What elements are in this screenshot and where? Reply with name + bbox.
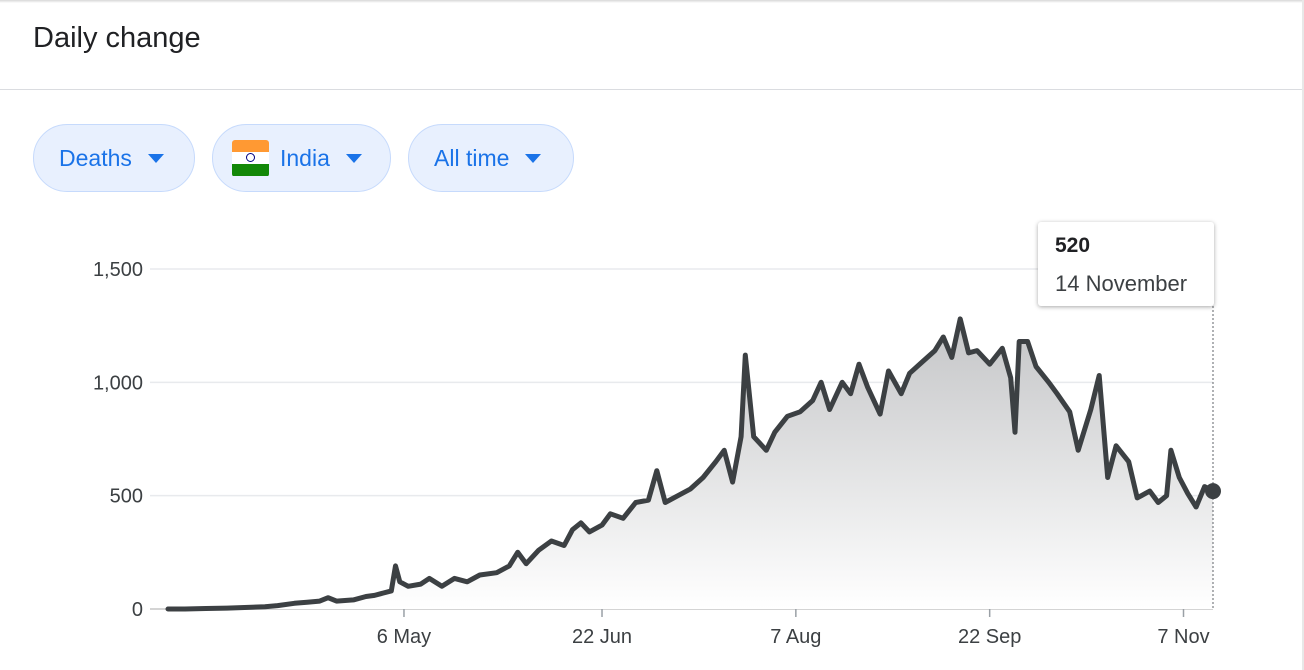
time-range-dropdown[interactable]: All time [408, 124, 574, 192]
caret-down-icon [525, 153, 542, 163]
time-range-dropdown-label: All time [434, 144, 510, 171]
x-tick-label: 22 Jun [572, 626, 632, 648]
y-tick-label: 1,000 [93, 372, 143, 394]
x-tick-label: 7 Nov [1157, 626, 1209, 648]
tooltip-date: 14 November [1055, 271, 1188, 296]
y-tick-label: 500 [110, 486, 143, 508]
header-divider [0, 89, 1302, 90]
country-dropdown-label: India [280, 144, 330, 171]
highlight-point [1205, 483, 1221, 500]
series-line [165, 316, 1216, 612]
y-axis: 0 500 1,000 1,500 [93, 259, 143, 621]
page-title: Daily change [33, 22, 201, 54]
india-flag-icon [232, 139, 269, 177]
x-tick-label: 22 Sep [958, 626, 1021, 648]
country-dropdown[interactable]: India [212, 124, 391, 192]
chart-tooltip: 520 14 November [1038, 222, 1214, 306]
x-tick-label: 7 Aug [770, 626, 821, 648]
metric-dropdown[interactable]: Deaths [33, 124, 195, 192]
top-shadow [0, 0, 1304, 3]
tooltip-value: 520 [1055, 234, 1091, 257]
caret-down-icon [345, 153, 362, 163]
metric-dropdown-label: Deaths [59, 144, 132, 171]
y-tick-label: 1,500 [93, 259, 143, 281]
card-right-edge [1302, 0, 1304, 670]
series-area [168, 318, 1213, 609]
y-tick-label: 0 [132, 599, 143, 621]
x-tick-label: 6 May [377, 626, 431, 648]
x-axis: 6 May 22 Jun 7 Aug 22 Sep 7 Nov [377, 609, 1210, 648]
caret-down-icon [147, 153, 164, 163]
